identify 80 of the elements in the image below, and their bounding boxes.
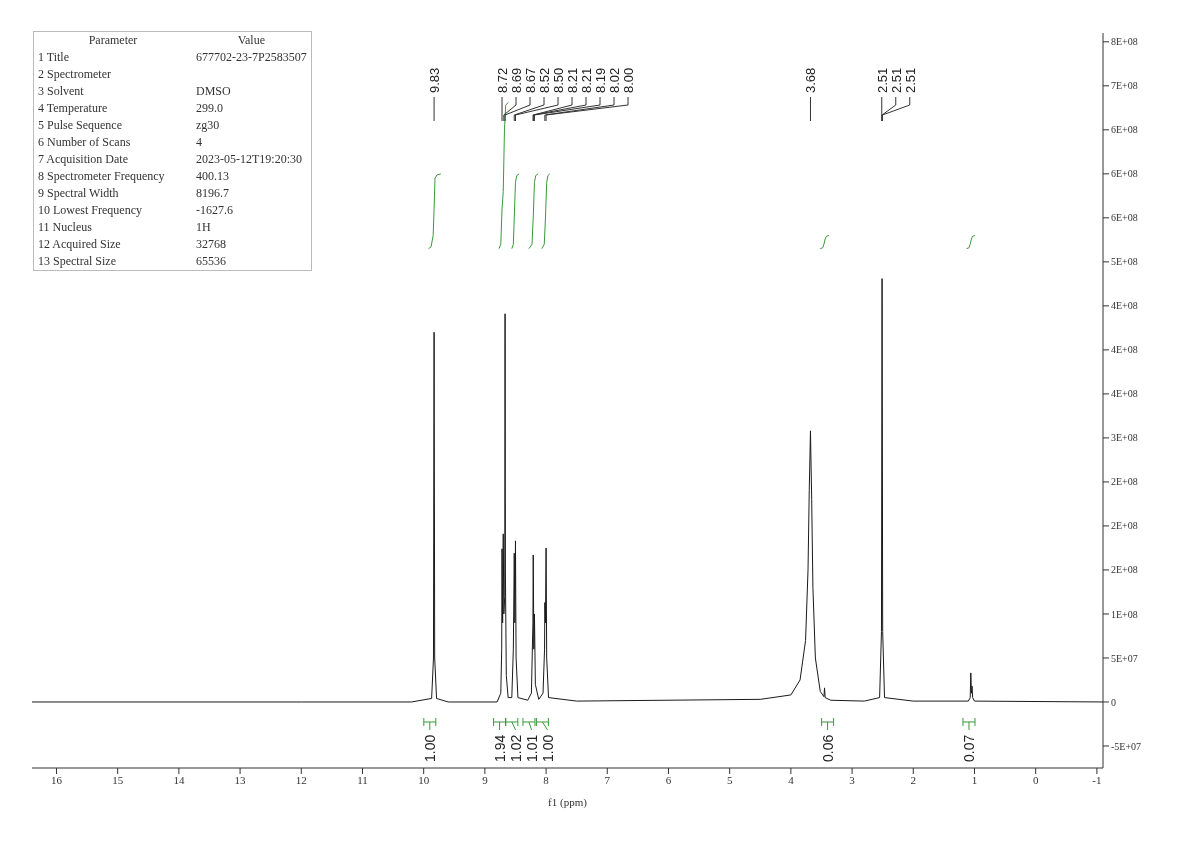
y-tick-label: 3E+08 xyxy=(1111,432,1138,444)
annotation: 2.51 xyxy=(902,67,918,93)
text: 10 Lowest Frequency -1627.6 xyxy=(38,203,233,217)
y-tick-label: 4E+08 xyxy=(1111,300,1138,312)
line-series xyxy=(966,234,976,250)
text: 7 Acquisition Date 2023-05-12T19:20:30 xyxy=(38,152,302,166)
line-series xyxy=(32,278,1103,703)
x-tick-label: 3 xyxy=(849,773,856,786)
annotation: 9.83 xyxy=(427,67,443,93)
annotation: 8.72 xyxy=(495,67,511,93)
y-tick-label: 4E+08 xyxy=(1111,344,1138,356)
x-tick-label: 5 xyxy=(726,773,733,786)
x-axis-title: f1 (ppm) xyxy=(548,796,588,809)
line-series xyxy=(428,173,442,250)
text: 11 Nucleus 1H xyxy=(38,220,211,234)
annotation: 2 Spectrometer xyxy=(37,66,112,83)
x-tick-label: 0 xyxy=(1032,773,1039,786)
text: 4 Temperature 299.0 xyxy=(38,101,223,115)
annotation: 8.21 xyxy=(579,67,595,93)
x-tick-label: 9 xyxy=(482,773,489,786)
y-tick-label: 8E+08 xyxy=(1111,36,1138,48)
text: 12 Acquired Size 32768 xyxy=(38,237,226,251)
y-tick-label: 0 xyxy=(1111,696,1116,708)
x-tick-label: 7 xyxy=(604,773,611,786)
x-tick-label: 4 xyxy=(788,773,795,786)
annotation: 0.06 xyxy=(819,734,836,762)
annotation: 3.68 xyxy=(803,67,819,93)
annotation: 8.19 xyxy=(593,67,609,93)
text: 5 Pulse Sequence zg30 xyxy=(38,118,220,132)
y-tick-label: 2E+08 xyxy=(1111,564,1138,576)
y-tick-label: 6E+08 xyxy=(1111,212,1138,224)
line-series xyxy=(498,102,509,250)
y-tick-label: -5E+07 xyxy=(1111,740,1142,752)
annotation: 8.67 xyxy=(523,67,539,93)
y-tick-label: 5E+08 xyxy=(1111,256,1138,268)
y-tick-label: 4E+08 xyxy=(1111,388,1138,400)
x-tick-label: 11 xyxy=(357,773,368,786)
x-tick-label: 14 xyxy=(173,773,185,786)
y-tick-label: 2E+08 xyxy=(1111,476,1138,488)
annotation: 8.00 xyxy=(621,67,637,93)
text: 8 Spectrometer Frequency 400.13 xyxy=(38,169,229,183)
y-tick-label: 7E+08 xyxy=(1111,80,1138,92)
line-series xyxy=(819,234,830,250)
text: 13 Spectral Size 65536 xyxy=(38,254,226,268)
annotation: 8.52 xyxy=(537,67,553,93)
annotation: 8.69 xyxy=(509,67,525,93)
x-tick-label: 6 xyxy=(665,773,672,786)
y-tick-label: 6E+08 xyxy=(1111,124,1138,136)
annotation: 8.02 xyxy=(607,67,623,93)
annotation: 2.51 xyxy=(874,67,890,93)
annotation: 0.07 xyxy=(960,734,977,762)
x-tick-label: 16 xyxy=(50,773,63,786)
y-tick-label: 6E+08 xyxy=(1111,168,1138,180)
y-tick-label: 2E+08 xyxy=(1111,520,1138,532)
x-tick-label: 2 xyxy=(910,773,917,786)
x-tick-label: 13 xyxy=(234,773,247,786)
x-tick-label: 15 xyxy=(112,773,124,786)
text: 3 Solvent DMSO xyxy=(38,84,231,98)
text: 9 Spectral Width 8196.7 xyxy=(38,186,229,200)
annotation: 1.02 xyxy=(507,734,524,762)
annotation: 1.00 xyxy=(421,734,438,762)
annotation: 8.50 xyxy=(551,67,567,93)
y-tick-label: 5E+07 xyxy=(1111,652,1138,664)
line-series xyxy=(528,173,539,250)
line-series xyxy=(541,173,551,250)
text: 1 Title 677702-23-7P2583507 xyxy=(38,50,307,64)
x-tick-label: 8 xyxy=(543,773,550,786)
annotation: 1.94 xyxy=(491,734,508,762)
x-tick-label: 10 xyxy=(418,773,430,786)
annotation: 1.01 xyxy=(523,734,540,762)
x-tick-label: 1 xyxy=(971,773,978,786)
annotation: 1.00 xyxy=(539,734,556,762)
text: Parameter Value xyxy=(88,33,265,47)
x-tick-label: -1 xyxy=(1092,773,1102,786)
y-tick-label: 1E+08 xyxy=(1111,608,1138,620)
text: 6 Number of Scans 4 xyxy=(38,135,202,149)
x-tick-label: 12 xyxy=(295,773,307,786)
annotation: 2.51 xyxy=(888,67,904,93)
line-series xyxy=(511,173,520,250)
annotation: 8.21 xyxy=(565,67,581,93)
